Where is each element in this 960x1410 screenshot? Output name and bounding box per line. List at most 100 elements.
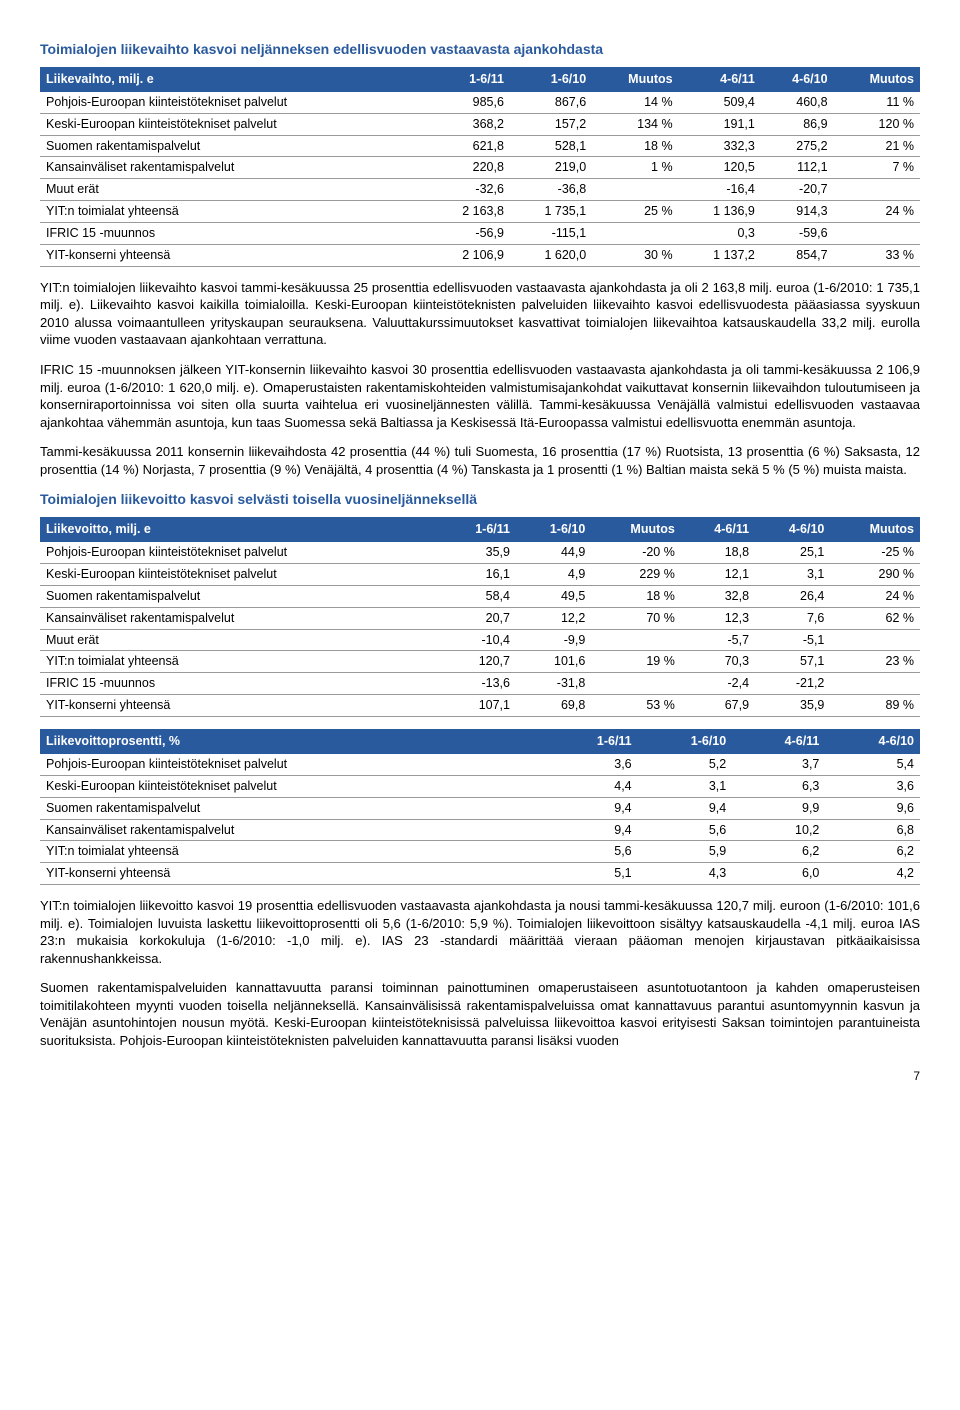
table-cell: 3,6 [544, 754, 637, 775]
table-row: YIT:n toimialat yhteensä2 163,81 735,125… [40, 201, 920, 223]
table-cell: -2,4 [681, 673, 755, 695]
table-cell: 1 % [592, 157, 678, 179]
table-cell: 9,6 [825, 797, 920, 819]
table-cell: 26,4 [755, 585, 830, 607]
table-cell: 112,1 [761, 157, 834, 179]
table-cell: YIT-konserni yhteensä [40, 695, 442, 717]
table-cell: 57,1 [755, 651, 830, 673]
table-row: Keski-Euroopan kiinteistötekniset palvel… [40, 563, 920, 585]
table-row: IFRIC 15 -muunnos-13,6-31,8-2,4-21,2 [40, 673, 920, 695]
table-header: Muutos [830, 517, 920, 542]
table-cell: 5,1 [544, 863, 637, 885]
table-cell: 1 136,9 [679, 201, 761, 223]
table-cell: 67,9 [681, 695, 755, 717]
table-cell: -13,6 [442, 673, 516, 695]
table-cell: -31,8 [516, 673, 591, 695]
table-cell: 35,9 [755, 695, 830, 717]
table-cell: -56,9 [428, 223, 510, 245]
table-cell: 2 163,8 [428, 201, 510, 223]
table-cell: 7 % [834, 157, 920, 179]
table-cell: 191,1 [679, 113, 761, 135]
table-cell: 219,0 [510, 157, 592, 179]
table-cell: 9,4 [544, 797, 637, 819]
table-cell: 86,9 [761, 113, 834, 135]
table-cell: -36,8 [510, 179, 592, 201]
table-cell: -21,2 [755, 673, 830, 695]
table-cell: 24 % [830, 585, 920, 607]
table-header: 4-6/10 [825, 729, 920, 754]
table-cell: 11 % [834, 92, 920, 113]
table-cell: 6,2 [732, 841, 825, 863]
table-cell: -25 % [830, 542, 920, 563]
table-cell: 21 % [834, 135, 920, 157]
table-cell: 220,8 [428, 157, 510, 179]
table-cell: 25,1 [755, 542, 830, 563]
table-cell: 854,7 [761, 244, 834, 266]
table-header: 1-6/11 [544, 729, 637, 754]
table-cell [591, 673, 681, 695]
table-cell: Kansainväliset rakentamispalvelut [40, 607, 442, 629]
table-cell: 25 % [592, 201, 678, 223]
table-cell: Keski-Euroopan kiinteistötekniset palvel… [40, 775, 544, 797]
table-cell: 18 % [591, 585, 681, 607]
table-cell: Suomen rakentamispalvelut [40, 797, 544, 819]
table-cell [592, 223, 678, 245]
table-cell: 460,8 [761, 92, 834, 113]
table-cell: 1 620,0 [510, 244, 592, 266]
table-row: Keski-Euroopan kiinteistötekniset palvel… [40, 113, 920, 135]
table-cell: 621,8 [428, 135, 510, 157]
table-row: Muut erät-10,4-9,9-5,7-5,1 [40, 629, 920, 651]
table-cell: 5,9 [638, 841, 733, 863]
table-cell: YIT-konserni yhteensä [40, 244, 428, 266]
table-cell: -16,4 [679, 179, 761, 201]
table-row: YIT:n toimialat yhteensä120,7101,619 %70… [40, 651, 920, 673]
table-cell: 62 % [830, 607, 920, 629]
table-cell: 14 % [592, 92, 678, 113]
table-cell: 9,4 [638, 797, 733, 819]
table-row: IFRIC 15 -muunnos-56,9-115,10,3-59,6 [40, 223, 920, 245]
table-header: Liikevoittoprosentti, % [40, 729, 544, 754]
table-row: YIT-konserni yhteensä5,14,36,04,2 [40, 863, 920, 885]
table-header: Liikevaihto, milj. e [40, 67, 428, 92]
table-cell: 985,6 [428, 92, 510, 113]
table-header: 1-6/11 [442, 517, 516, 542]
table-cell: 23 % [830, 651, 920, 673]
table-cell: 6,3 [732, 775, 825, 797]
table-cell: 53 % [591, 695, 681, 717]
table-liikevoittoprosentti: Liikevoittoprosentti, %1-6/111-6/10 4-6/1… [40, 729, 920, 885]
table-cell: -59,6 [761, 223, 834, 245]
table-cell: 7,6 [755, 607, 830, 629]
table-cell: YIT-konserni yhteensä [40, 863, 544, 885]
table-cell: IFRIC 15 -muunnos [40, 223, 428, 245]
table-cell [834, 179, 920, 201]
table-cell: Suomen rakentamispalvelut [40, 585, 442, 607]
table-row: YIT:n toimialat yhteensä5,65,96,26,2 [40, 841, 920, 863]
table-header: 1-6/10 [638, 729, 733, 754]
table-cell: 19 % [591, 651, 681, 673]
table-cell: 368,2 [428, 113, 510, 135]
table-cell: 9,4 [544, 819, 637, 841]
table-cell: 101,6 [516, 651, 591, 673]
table-cell: Kansainväliset rakentamispalvelut [40, 819, 544, 841]
table-liikevaihto: Liikevaihto, milj. e1-6/111-6/10Muutos4-… [40, 67, 920, 267]
table-header: 1-6/10 [516, 517, 591, 542]
table-cell: 32,8 [681, 585, 755, 607]
table-cell: Suomen rakentamispalvelut [40, 135, 428, 157]
table-cell: Muut erät [40, 629, 442, 651]
table-cell: -9,9 [516, 629, 591, 651]
table-cell [830, 629, 920, 651]
table-cell: 44,9 [516, 542, 591, 563]
table-cell: 18,8 [681, 542, 755, 563]
table-cell: 20,7 [442, 607, 516, 629]
table-header: 4-6/11 [679, 67, 761, 92]
table-cell: Pohjois-Euroopan kiinteistötekniset palv… [40, 754, 544, 775]
table-cell: 4,3 [638, 863, 733, 885]
table-cell: 120,5 [679, 157, 761, 179]
table-cell: 3,7 [732, 754, 825, 775]
table-cell: 867,6 [510, 92, 592, 113]
table-cell: 275,2 [761, 135, 834, 157]
table-cell: 12,3 [681, 607, 755, 629]
para2: IFRIC 15 -muunnoksen jälkeen YIT-konsern… [40, 361, 920, 431]
table-cell: -32,6 [428, 179, 510, 201]
para4: YIT:n toimialojen liikevoitto kasvoi 19 … [40, 897, 920, 967]
